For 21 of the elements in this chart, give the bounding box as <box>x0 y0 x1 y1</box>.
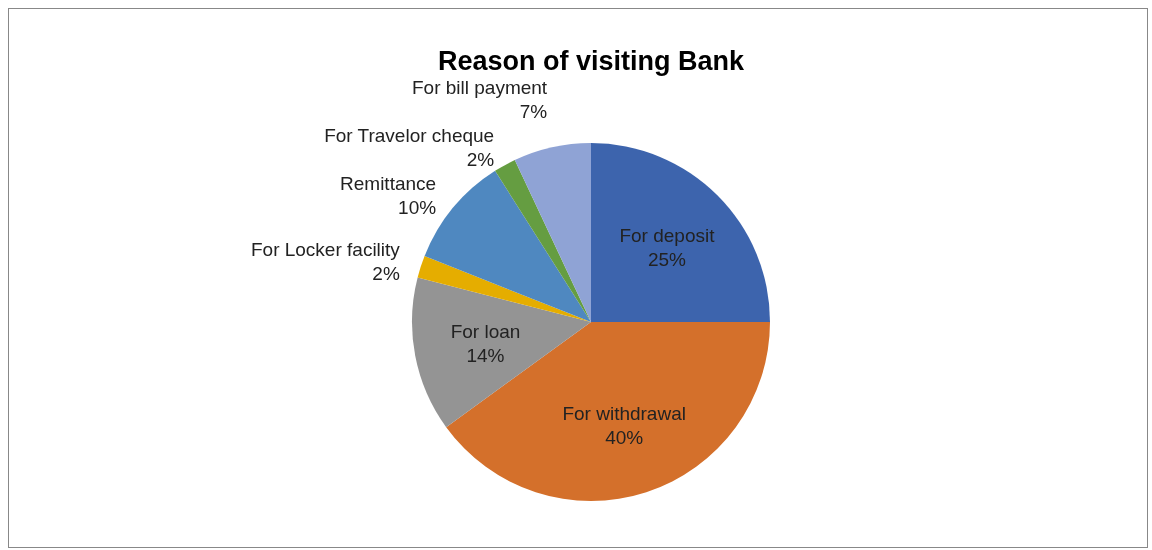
slice-label: For withdrawal <box>562 403 686 425</box>
chart-title: Reason of visiting Bank <box>437 46 746 76</box>
data-label: 14% <box>466 345 505 367</box>
data-label: 2% <box>466 148 495 170</box>
slice-label: For deposit <box>619 225 716 247</box>
slice-label: Remittance <box>340 172 437 194</box>
slice-label: For loan <box>450 321 521 343</box>
pie-slice <box>514 143 591 322</box>
pie-slice <box>417 256 591 322</box>
data-label: 25% <box>647 249 687 271</box>
slice-label: For Travelor cheque <box>324 124 495 146</box>
pie-slice <box>591 143 770 322</box>
slice-label: For bill payment <box>411 76 548 98</box>
data-label: 7% <box>519 100 548 122</box>
data-label: 2% <box>372 262 400 284</box>
data-label: 40% <box>605 427 644 449</box>
pie-slice <box>412 277 591 428</box>
pie-slice <box>495 160 591 322</box>
data-label: 10% <box>398 196 437 218</box>
pie-slice <box>446 322 770 501</box>
slice-label: For Locker facility <box>250 238 401 260</box>
